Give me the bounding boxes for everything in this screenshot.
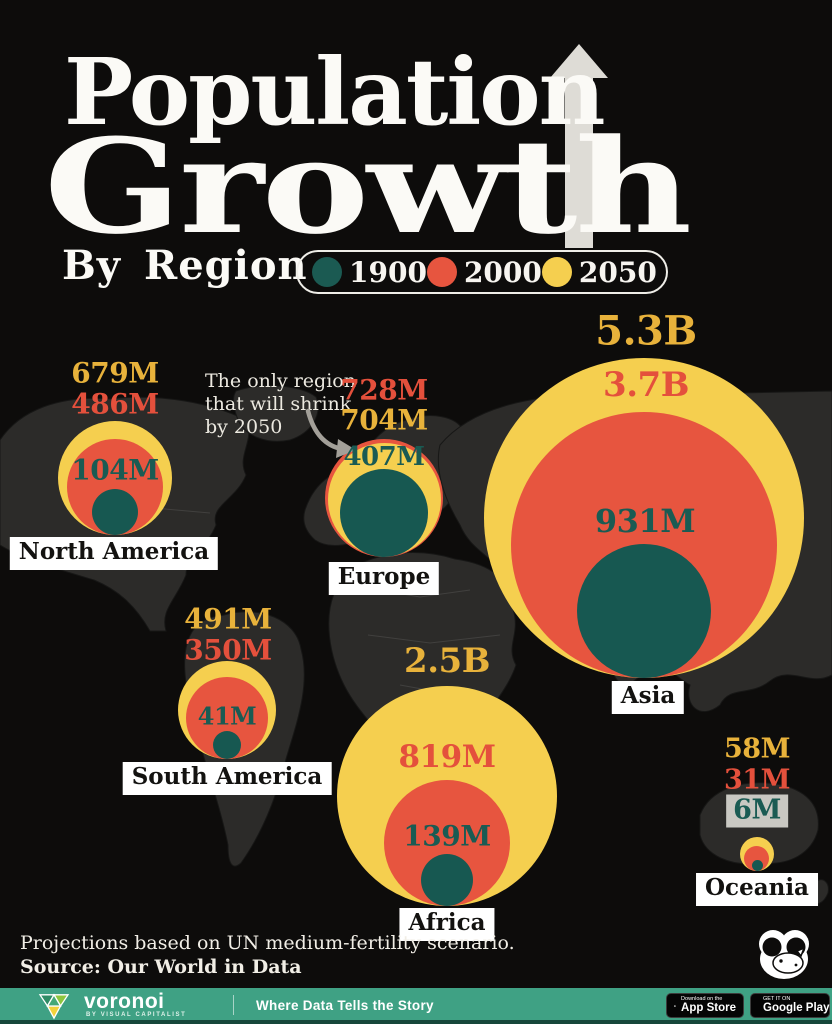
oceania-value-2050: 58M bbox=[724, 733, 790, 765]
region-label-oceania: Oceania bbox=[696, 873, 818, 907]
region-label-asia: Asia bbox=[611, 681, 685, 715]
oceania-value-1900: 6M bbox=[726, 794, 788, 828]
annotation-line3: by 2050 bbox=[205, 416, 283, 439]
banner-bottom-strip bbox=[0, 1020, 832, 1024]
banner-divider bbox=[233, 995, 234, 1015]
asia-value-1900: 931M bbox=[594, 502, 696, 540]
region-label-north-america: North America bbox=[9, 537, 219, 571]
legend-dot-1900 bbox=[312, 257, 342, 287]
app-store-small-text: Download on the bbox=[681, 996, 723, 1003]
legend-dot-2050 bbox=[541, 257, 572, 287]
north-america-value-2050: 679M bbox=[71, 356, 159, 390]
brand-tagline: Where Data Tells the Story bbox=[256, 998, 434, 1013]
brand-name: voronoi bbox=[84, 990, 165, 1013]
oceania-circle-1900 bbox=[752, 860, 763, 871]
south-america-value-2050: 491M bbox=[184, 602, 272, 636]
annotation-arrow-icon bbox=[305, 408, 356, 458]
google-play-big-text: Google Play bbox=[763, 1002, 830, 1015]
europe-circle-1900 bbox=[340, 469, 428, 557]
google-play-badge[interactable]: GET IT ON Google Play bbox=[750, 993, 830, 1018]
legend-label-2000: 2000 bbox=[463, 255, 542, 289]
page-subtitle: By Region bbox=[62, 242, 308, 289]
growth-arrow-icon bbox=[550, 44, 608, 248]
voronoi-gorilla-logo bbox=[759, 930, 809, 979]
app-store-badge[interactable]: Download on the App Store bbox=[666, 993, 744, 1018]
region-label-south-america: South America bbox=[122, 762, 332, 796]
europe-value-2000: 728M bbox=[340, 373, 428, 407]
app-store-big-text: App Store bbox=[681, 1002, 736, 1015]
africa-circle-1900 bbox=[421, 854, 473, 906]
annotation-line2: that will shrink bbox=[205, 393, 352, 416]
region-label-europe: Europe bbox=[328, 562, 440, 596]
europe-value-1900: 407M bbox=[343, 442, 425, 472]
region-label-africa: Africa bbox=[399, 908, 495, 942]
legend-dot-2000 bbox=[426, 257, 457, 287]
africa-value-2050: 2.5B bbox=[404, 641, 490, 681]
south-america-value-2000: 350M bbox=[184, 633, 272, 667]
legend-item-2000: 2000 bbox=[426, 255, 542, 289]
brand-byline: BY VISUAL CAPITALIST bbox=[86, 1012, 187, 1018]
annotation-line1: The only region bbox=[205, 370, 356, 392]
north-america-value-2000: 486M bbox=[71, 387, 159, 421]
south-america-circle-1900 bbox=[213, 731, 241, 759]
brand-banner: voronoi BY VISUAL CAPITALIST Where Data … bbox=[0, 988, 832, 1024]
footnote-methodology: Projections based on UN medium-fertility… bbox=[20, 932, 515, 954]
north-america-circle-1900 bbox=[92, 489, 138, 535]
google-play-small-text: GET IT ON bbox=[763, 996, 791, 1003]
legend-label-1900: 1900 bbox=[349, 255, 427, 289]
legend: 1900 2000 2050 bbox=[296, 250, 668, 294]
apple-icon bbox=[674, 1004, 676, 1007]
oceania-value-2000: 31M bbox=[724, 764, 790, 796]
europe-value-2050: 704M bbox=[340, 403, 428, 437]
page-title-line2: Growth bbox=[44, 110, 692, 263]
north-america-value-1900: 104M bbox=[71, 453, 159, 487]
asia-circle-1900 bbox=[577, 544, 711, 678]
page-title-line1: Population bbox=[64, 38, 606, 146]
south-america-value-1900: 41M bbox=[197, 701, 257, 731]
annotation-europe-shrink: The only region that will shrink by 2050 bbox=[205, 370, 375, 440]
legend-item-1900: 1900 bbox=[312, 256, 427, 289]
africa-value-1900: 139M bbox=[403, 819, 491, 853]
asia-value-2050: 5.3B bbox=[595, 307, 697, 355]
voronoi-triangle-icon bbox=[38, 993, 70, 1020]
legend-item-2050: 2050 bbox=[541, 255, 657, 289]
africa-value-2000: 819M bbox=[398, 739, 496, 775]
footnote-source: Source: Our World in Data bbox=[20, 956, 302, 978]
legend-label-2050: 2050 bbox=[578, 255, 657, 289]
asia-value-2000: 3.7B bbox=[603, 365, 689, 405]
